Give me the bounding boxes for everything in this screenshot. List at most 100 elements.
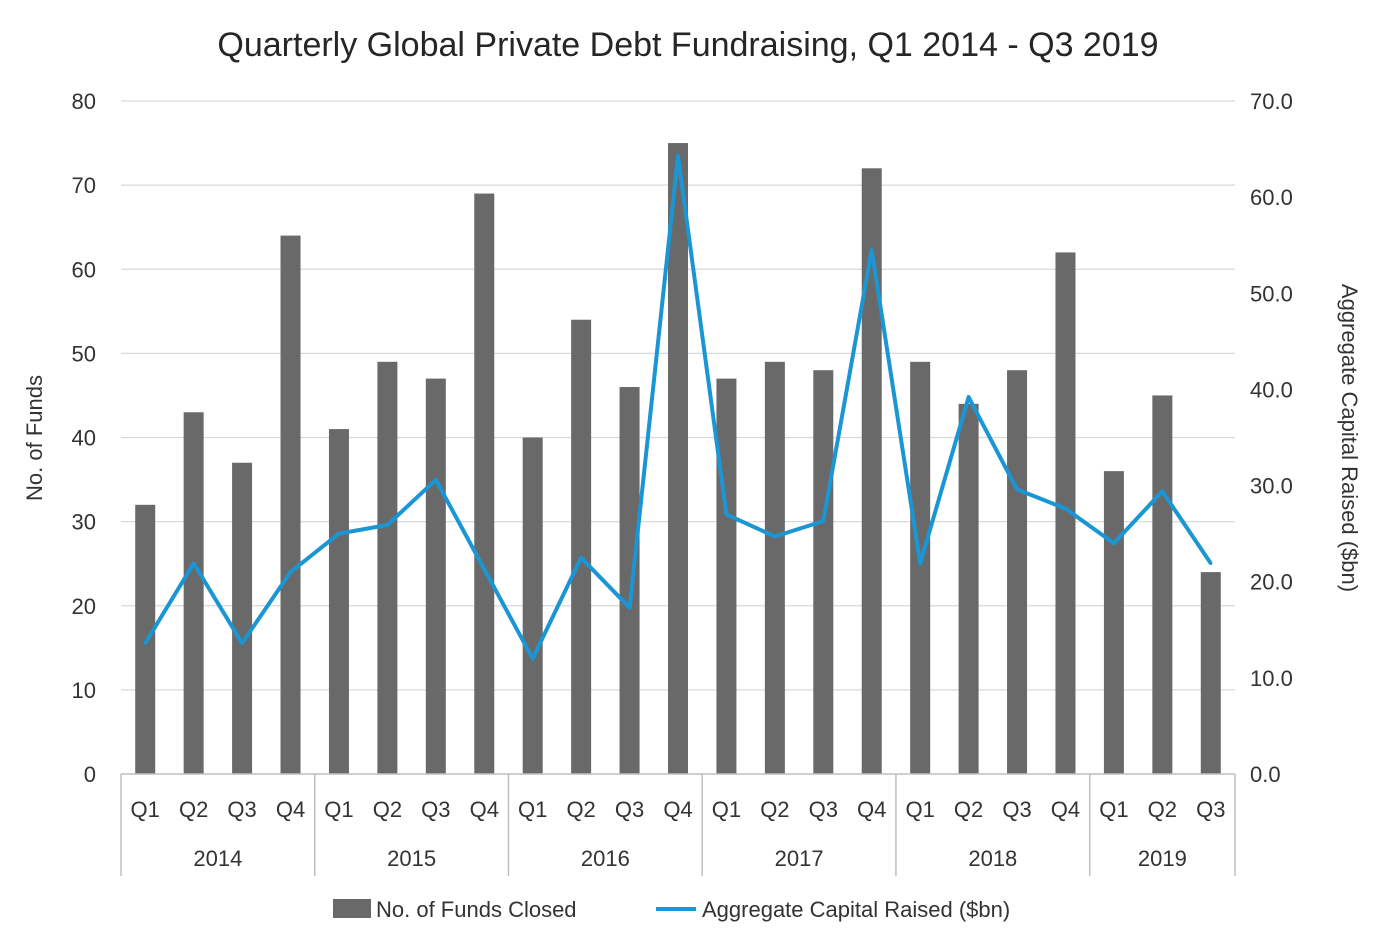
y-axis-right-title: Aggregate Capital Raised ($bn) xyxy=(1337,284,1362,592)
line-point xyxy=(240,641,244,645)
line-point xyxy=(1160,489,1164,493)
line-point xyxy=(192,561,196,565)
bar xyxy=(1103,471,1124,774)
x-year-label: 2015 xyxy=(387,846,436,871)
y-left-tick-label: 40 xyxy=(72,426,96,451)
line-point xyxy=(918,561,922,565)
x-year-label: 2014 xyxy=(193,846,242,871)
x-quarter-label: Q3 xyxy=(1002,797,1031,822)
line-point xyxy=(1209,561,1213,565)
y-right-tick-label: 70.0 xyxy=(1250,89,1293,114)
y-right-tick-label: 60.0 xyxy=(1250,185,1293,210)
y-left-tick-label: 80 xyxy=(72,89,96,114)
x-year-label: 2017 xyxy=(775,846,824,871)
line-point xyxy=(337,532,341,536)
x-year-label: 2018 xyxy=(968,846,1017,871)
line-point xyxy=(434,478,438,482)
bar xyxy=(958,403,979,774)
bar xyxy=(861,168,882,775)
line-point xyxy=(482,567,486,571)
line-point xyxy=(289,570,293,574)
line-point xyxy=(773,535,777,539)
line-point xyxy=(967,395,971,399)
x-quarter-label: Q3 xyxy=(809,797,838,822)
bar xyxy=(522,437,543,774)
bar xyxy=(910,361,931,774)
bar xyxy=(232,462,253,774)
line-point xyxy=(579,556,583,560)
bar xyxy=(280,235,301,775)
x-quarter-label: Q2 xyxy=(1148,797,1177,822)
x-quarter-label: Q4 xyxy=(663,797,692,822)
x-year-label: 2019 xyxy=(1138,846,1187,871)
legend-bar-swatch xyxy=(333,899,371,918)
bar xyxy=(1200,572,1221,774)
y-left-tick-label: 70 xyxy=(72,173,96,198)
x-axis: Q1 Q2 Q3 Q4 Q1 Q2 Q3 Q4 Q1 Q2 Q3 Q4 Q1 Q2 Q3 Q4 Q1 Q2 Q3 Q4… xyxy=(120,773,1236,876)
bar xyxy=(1055,252,1076,775)
line-point xyxy=(676,154,680,158)
line-point xyxy=(628,606,632,610)
bar xyxy=(1007,370,1028,774)
x-quarter-label: Q4 xyxy=(276,797,305,822)
x-quarter-label: Q3 xyxy=(421,797,450,822)
x-quarter-label: Q1 xyxy=(712,797,741,822)
bar xyxy=(425,378,446,774)
y-right-tick-label: 40.0 xyxy=(1250,377,1293,402)
bar xyxy=(1152,395,1173,774)
x-year-label: 2016 xyxy=(581,846,630,871)
y-right-tick-label: 20.0 xyxy=(1250,570,1293,595)
y-axis-right: 0.0 10.0 20.0 30.0 40.0 50.0 60.0 70.0 xyxy=(1250,89,1293,787)
line-point xyxy=(1063,507,1067,511)
y-left-tick-label: 50 xyxy=(72,341,96,366)
bar xyxy=(474,193,495,775)
line-series xyxy=(143,153,1213,661)
x-quarter-label: Q1 xyxy=(518,797,547,822)
x-quarter-label: Q1 xyxy=(131,797,160,822)
line-point xyxy=(1015,487,1019,491)
y-left-tick-label: 0 xyxy=(84,762,96,787)
x-quarter-label: Q1 xyxy=(324,797,353,822)
x-quarter-label: Q2 xyxy=(179,797,208,822)
y-axis-left-title: No. of Funds xyxy=(22,375,47,501)
legend: No. of Funds Closed Aggregate Capital Ra… xyxy=(333,897,1010,922)
bar xyxy=(764,361,785,774)
y-left-tick-label: 60 xyxy=(72,257,96,282)
line-point xyxy=(821,519,825,523)
line-point xyxy=(385,523,389,527)
y-left-tick-label: 30 xyxy=(72,510,96,535)
x-quarter-label: Q2 xyxy=(954,797,983,822)
legend-line-label: Aggregate Capital Raised ($bn) xyxy=(702,897,1010,922)
bar xyxy=(813,370,834,774)
bar xyxy=(571,319,592,774)
x-quarter-label: Q1 xyxy=(1099,797,1128,822)
line-point xyxy=(531,657,535,661)
bar-series xyxy=(135,143,1221,775)
y-left-tick-label: 20 xyxy=(72,594,96,619)
bar xyxy=(377,361,398,774)
x-quarter-label: Q4 xyxy=(470,797,499,822)
line-point xyxy=(724,512,728,516)
line-point xyxy=(143,641,147,645)
x-quarter-label: Q4 xyxy=(857,797,886,822)
y-left-tick-label: 10 xyxy=(72,678,96,703)
bar xyxy=(668,143,688,774)
x-quarter-label: Q2 xyxy=(373,797,402,822)
x-quarter-label: Q3 xyxy=(227,797,256,822)
y-axis-left: 0 10 20 30 40 50 60 70 80 xyxy=(72,89,96,787)
line-point xyxy=(870,248,874,252)
bar xyxy=(716,378,737,774)
y-right-tick-label: 10.0 xyxy=(1250,666,1293,691)
y-right-tick-label: 0.0 xyxy=(1250,762,1281,787)
bar xyxy=(183,412,204,774)
x-quarter-label: Q4 xyxy=(1051,797,1080,822)
x-quarter-label: Q3 xyxy=(615,797,644,822)
bar xyxy=(328,429,349,774)
bar xyxy=(619,387,640,774)
line-point xyxy=(1112,541,1116,545)
x-quarter-label: Q1 xyxy=(905,797,934,822)
legend-bar-label: No. of Funds Closed xyxy=(376,897,577,922)
x-quarter-label: Q2 xyxy=(566,797,595,822)
y-right-tick-label: 50.0 xyxy=(1250,281,1293,306)
